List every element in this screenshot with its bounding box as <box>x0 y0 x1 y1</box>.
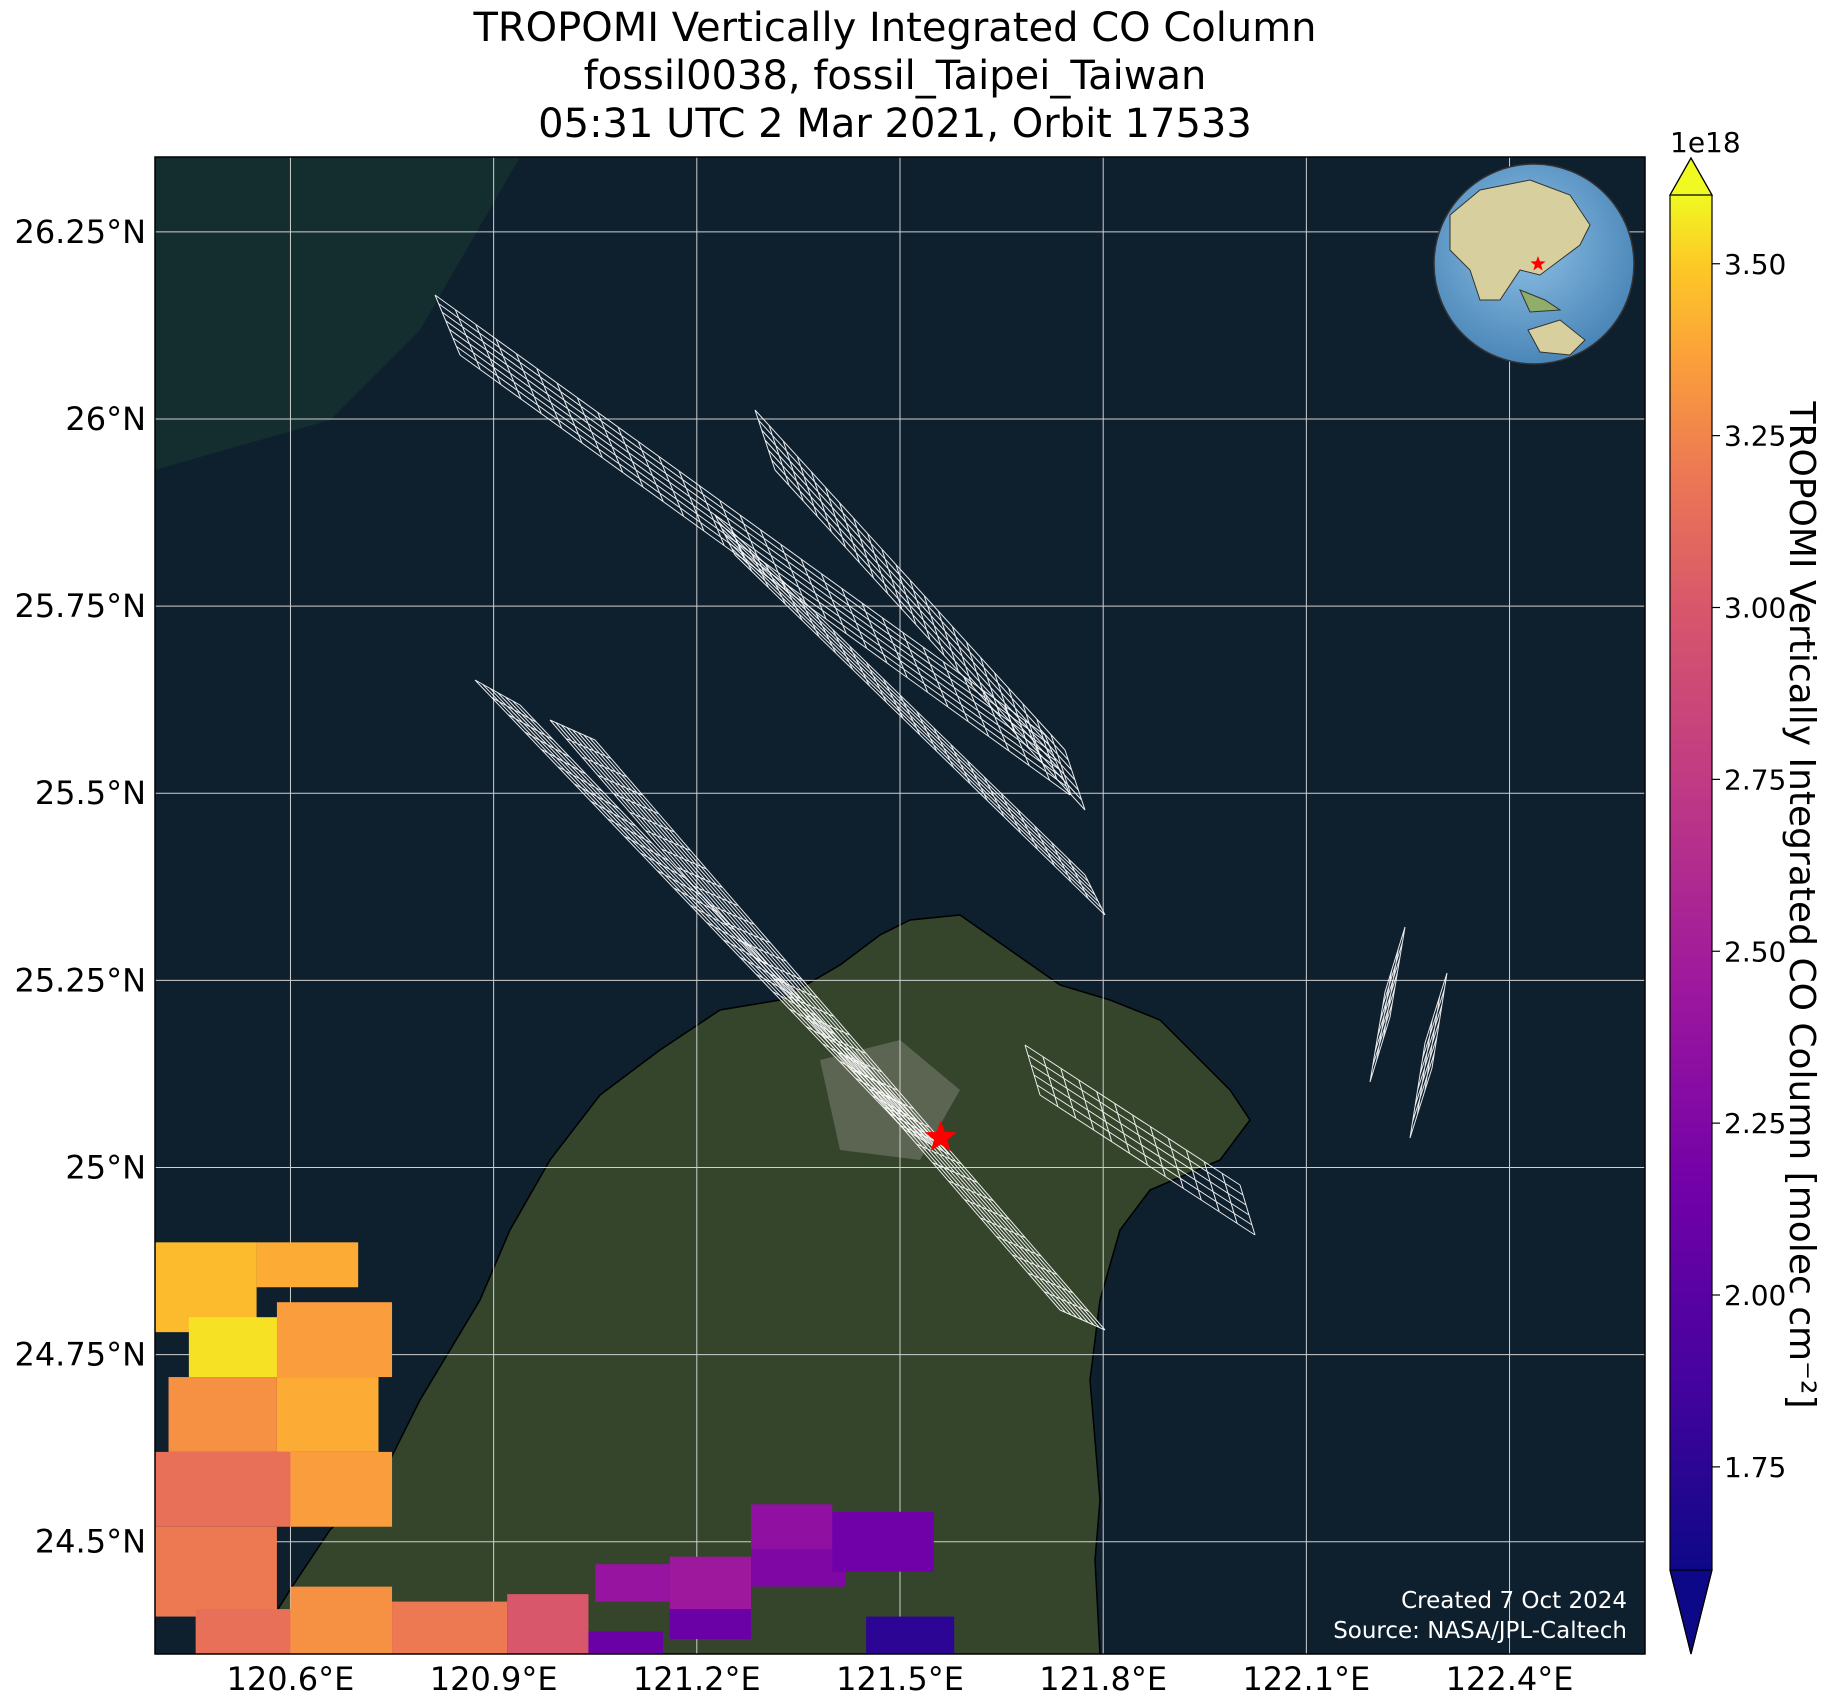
lat-tick-label: 25.75°N <box>14 587 146 625</box>
credit-line-2: Source: NASA/JPL-Caltech <box>1333 1618 1627 1644</box>
globe-icon <box>1434 164 1634 364</box>
colorbar-tick-label: 1.75 <box>1724 1451 1786 1484</box>
co-pixel <box>670 1557 751 1609</box>
co-pixel <box>290 1587 392 1654</box>
colorbar-tick-label: 2.25 <box>1724 1107 1786 1140</box>
credit-line-1: Created 7 Oct 2024 <box>1401 1588 1627 1614</box>
co-pixel <box>277 1377 379 1452</box>
colorbar: 1e18 3.50 3.25 3.00 2.75 2.50 2.25 2.00 1.75 TR… <box>1670 126 1822 1654</box>
lat-tick-label: 25.5°N <box>35 774 146 812</box>
co-pixel <box>277 1302 392 1377</box>
co-pixel <box>155 1527 277 1617</box>
lon-tick-label: 122.1°E <box>1242 1660 1370 1698</box>
lon-tick-label: 121.5°E <box>836 1660 964 1698</box>
colorbar-gradient <box>1670 195 1712 1570</box>
co-pixel <box>751 1504 832 1549</box>
lat-tick-label: 26°N <box>65 400 146 438</box>
colorbar-tick-label: 3.25 <box>1724 420 1786 453</box>
co-pixel <box>832 1512 934 1572</box>
lat-tick-label: 24.5°N <box>35 1523 146 1561</box>
co-pixel <box>595 1564 670 1601</box>
colorbar-label: TROPOMI Vertically Integrated CO Column … <box>1781 400 1822 1408</box>
lon-tick-label: 120.6°E <box>227 1660 355 1698</box>
co-pixel <box>670 1609 751 1639</box>
lon-tick-label: 121.8°E <box>1039 1660 1167 1698</box>
co-pixel <box>866 1617 954 1654</box>
co-pixel <box>507 1594 588 1654</box>
co-pixel <box>257 1242 359 1287</box>
co-pixel <box>196 1609 291 1654</box>
co-pixel <box>189 1317 291 1377</box>
co-pixel <box>392 1602 507 1654</box>
lat-tick-label: 26.25°N <box>14 213 146 251</box>
colorbar-tick-label: 3.00 <box>1724 592 1786 625</box>
colorbar-exponent: 1e18 <box>1670 126 1741 159</box>
lat-tick-label: 25.25°N <box>14 961 146 999</box>
lat-tick-label: 25°N <box>65 1148 146 1186</box>
colorbar-tick-label: 2.50 <box>1724 935 1786 968</box>
lon-tick-label: 122.4°E <box>1446 1660 1574 1698</box>
colorbar-tick-label: 2.00 <box>1724 1279 1786 1312</box>
map-panel: Created 7 Oct 2024 Source: NASA/JPL-Calt… <box>155 157 1645 1654</box>
co-pixel <box>290 1452 392 1527</box>
co-pixel <box>588 1632 663 1654</box>
co-pixel <box>169 1377 277 1452</box>
lon-tick-label: 121.2°E <box>633 1660 761 1698</box>
colorbar-min-arrow <box>1670 1570 1712 1654</box>
colorbar-tick-label: 2.75 <box>1724 763 1786 796</box>
colorbar-max-arrow <box>1670 158 1712 195</box>
colorbar-tick-label: 3.50 <box>1724 248 1786 281</box>
lon-tick-label: 120.9°E <box>430 1660 558 1698</box>
lat-tick-label: 24.75°N <box>14 1336 146 1374</box>
co-pixel <box>155 1452 290 1527</box>
